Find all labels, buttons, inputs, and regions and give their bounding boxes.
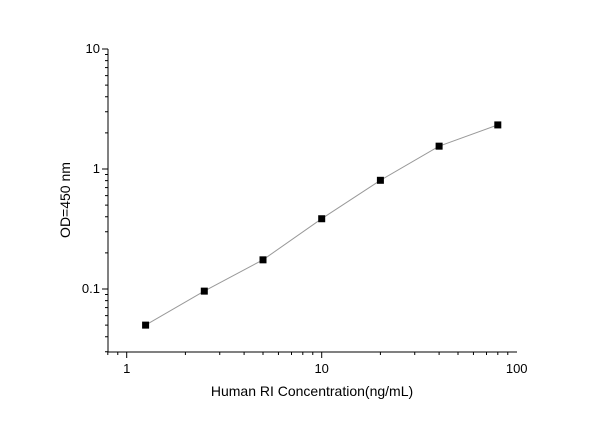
x-tick-label: 10 [314, 361, 328, 376]
x-tick-label: 1 [123, 361, 130, 376]
data-point [376, 176, 384, 184]
data-point [142, 321, 150, 329]
y-tick-label: 10 [86, 41, 100, 56]
data-point [200, 287, 208, 295]
data-point [494, 121, 502, 129]
data-point [259, 256, 267, 264]
data-point [318, 215, 326, 223]
series-line [145, 124, 498, 326]
axes: 1 10 100 0.1 1 10 [82, 41, 528, 376]
y-tick-label: 0.1 [82, 281, 100, 296]
series [142, 121, 502, 329]
x-tick-label: 100 [506, 361, 528, 376]
y-axis-label: OD=450 nm [57, 162, 73, 238]
data-point [435, 142, 443, 150]
y-tick-label: 1 [93, 161, 100, 176]
x-axis-label: Human RI Concentration(ng/mL) [211, 383, 413, 399]
